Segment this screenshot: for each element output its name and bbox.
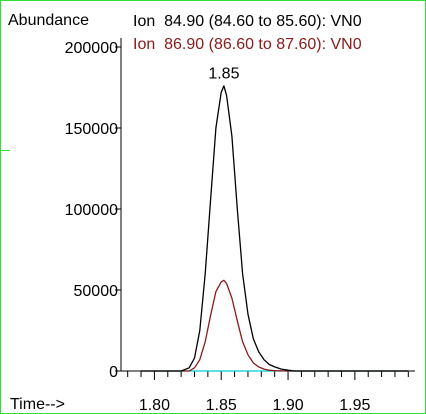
legend-series-2: Ion 86.90 (86.60 to 87.60): VN0 (133, 36, 362, 53)
y-ticks: 0 50000 100000 150000 200000 (65, 40, 121, 381)
y-tick-label: 150000 (65, 121, 118, 138)
peak-label: 1.85 (208, 66, 239, 83)
y-tick-label: 50000 (74, 283, 119, 300)
frame-edge-mark (0, 150, 10, 151)
x-tick-label: 1.90 (272, 397, 303, 414)
x-ticks: 1.80 1.85 1.90 1.95 (127, 371, 409, 414)
series-1-line (141, 85, 409, 372)
legend-series-1: Ion 84.90 (84.60 to 85.60): VN0 (133, 13, 362, 30)
series-layer (141, 85, 409, 372)
y-axis-label: Abundance (8, 12, 89, 29)
y-tick-label: 0 (109, 364, 118, 381)
y-tick-label: 200000 (65, 40, 118, 57)
x-tick-label: 1.85 (206, 397, 237, 414)
series-2-line (141, 279, 409, 372)
x-axis-label: Time--> (10, 396, 65, 413)
x-tick-label: 1.95 (339, 397, 370, 414)
x-tick-label: 1.80 (139, 397, 170, 414)
y-tick-label: 100000 (65, 202, 118, 219)
